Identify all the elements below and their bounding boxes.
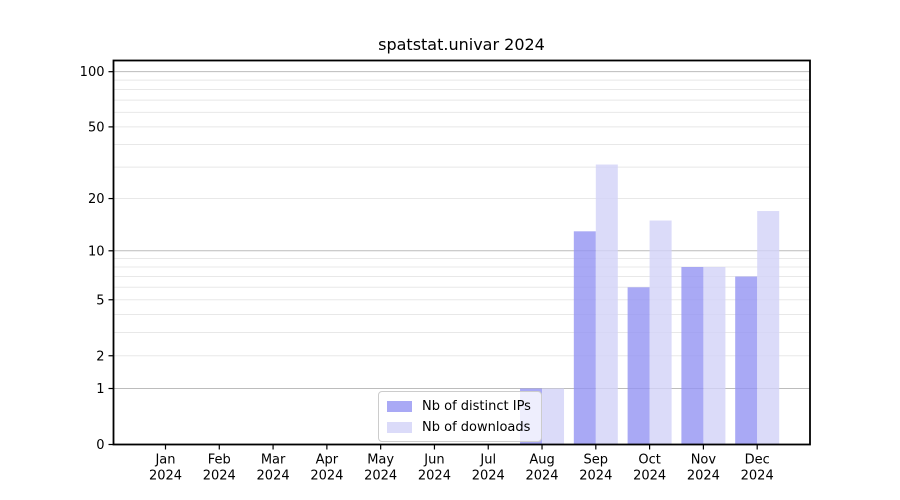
plot-frame	[112, 59, 811, 446]
bar-distinct-ips-dec-2024	[735, 276, 758, 445]
x-tick-label-month: May	[367, 453, 394, 468]
x-tick-label-year: 2024	[633, 469, 666, 484]
x-tick-label-year: 2024	[418, 469, 451, 484]
x-tick-label-year: 2024	[310, 469, 343, 484]
x-tick-label-month: Mar	[261, 453, 286, 468]
legend-label-distinct-ips: Nb of distinct IPs	[422, 398, 531, 414]
x-tick-label-month: Apr	[316, 453, 339, 468]
x-tick-label-year: 2024	[364, 469, 397, 484]
x-tick-label-year: 2024	[687, 469, 720, 484]
x-tick-label-month: Jul	[479, 453, 496, 468]
x-tick-label-month: Jun	[423, 453, 444, 468]
y-tick-label: 50	[88, 120, 105, 135]
x-tick-label-year: 2024	[579, 469, 612, 484]
x-tick-label-year: 2024	[203, 469, 236, 484]
bar-downloads-dec-2024	[757, 211, 780, 445]
legend-item-downloads: Nb of downloads	[387, 418, 531, 436]
bar-distinct-ips-sep-2024	[573, 231, 596, 445]
y-tick-label: 10	[88, 244, 105, 259]
legend-swatch-downloads	[387, 421, 412, 433]
bar-distinct-ips-oct-2024	[627, 287, 650, 445]
legend-item-distinct-ips: Nb of distinct IPs	[387, 397, 531, 415]
chart-title: spatstat.univar 2024	[378, 35, 545, 54]
bar-downloads-nov-2024	[703, 267, 726, 445]
bar-downloads-aug-2024	[542, 388, 565, 445]
x-tick-label-month: Aug	[529, 453, 554, 468]
bar-downloads-oct-2024	[649, 220, 672, 445]
bar-distinct-ips-nov-2024	[681, 267, 704, 445]
x-tick-label-month: Oct	[638, 453, 660, 468]
x-tick-label-year: 2024	[472, 469, 505, 484]
x-tick-label-month: Nov	[691, 453, 717, 468]
y-tick-label: 1	[96, 382, 104, 397]
legend-swatch-distinct-ips	[387, 400, 412, 412]
x-tick-label-month: Sep	[584, 453, 609, 468]
x-tick-label-month: Feb	[208, 453, 231, 468]
x-tick-label-month: Dec	[745, 453, 770, 468]
legend-label-downloads: Nb of downloads	[422, 419, 531, 435]
x-tick-label-year: 2024	[741, 469, 774, 484]
legend: Nb of distinct IPs Nb of downloads	[378, 391, 542, 442]
x-tick-label-month: Jan	[154, 453, 175, 468]
x-tick-label-year: 2024	[257, 469, 290, 484]
y-tick-label: 5	[96, 293, 104, 308]
x-tick-label-year: 2024	[525, 469, 558, 484]
y-tick-label: 20	[88, 192, 105, 207]
y-tick-label: 2	[96, 349, 104, 364]
bar-downloads-sep-2024	[595, 164, 618, 445]
y-tick-label: 0	[96, 438, 104, 453]
y-tick-label: 100	[80, 65, 105, 80]
x-tick-label-year: 2024	[149, 469, 182, 484]
